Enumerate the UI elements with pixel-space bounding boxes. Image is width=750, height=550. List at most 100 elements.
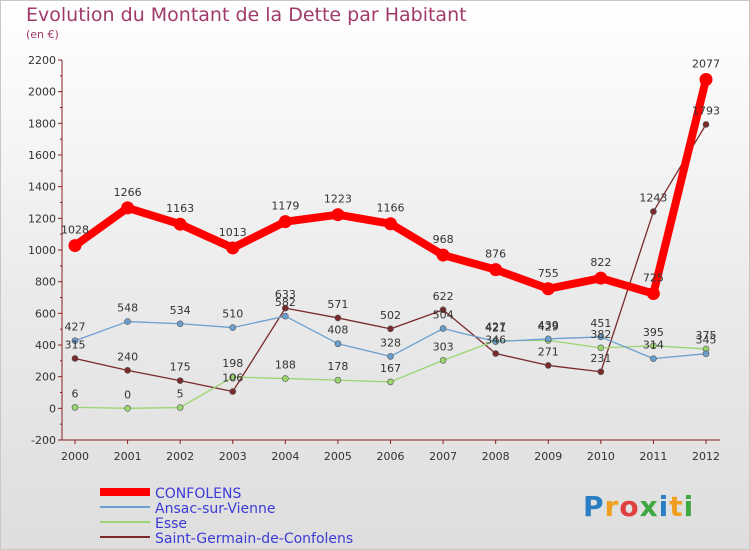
data-label: 314	[643, 339, 664, 352]
y-tick-label: 1800	[28, 117, 56, 130]
data-point	[544, 362, 552, 369]
data-label: 504	[433, 309, 454, 322]
data-point	[278, 215, 292, 229]
data-point	[176, 320, 184, 328]
data-point	[489, 263, 503, 277]
data-point	[71, 337, 79, 345]
logo-letter: t	[669, 490, 684, 523]
data-point	[702, 121, 710, 128]
data-point	[226, 241, 240, 255]
data-point	[229, 324, 237, 331]
data-point	[594, 271, 608, 285]
data-label: 106	[222, 372, 243, 385]
logo-letter: r	[604, 490, 620, 523]
data-point	[71, 355, 79, 362]
data-point	[646, 287, 660, 301]
x-tick-label: 2010	[587, 450, 615, 463]
data-label: 2077	[692, 57, 720, 70]
data-point	[71, 404, 79, 411]
data-label: 315	[65, 338, 86, 351]
data-label: 633	[275, 288, 296, 301]
data-point	[544, 335, 552, 343]
logo-letter: i	[683, 490, 695, 523]
data-label: 271	[538, 345, 559, 358]
data-label: 421	[485, 322, 506, 335]
y-tick-label: 400	[35, 339, 56, 352]
data-point	[492, 338, 499, 345]
data-point	[387, 325, 394, 333]
logo-letter: o	[619, 490, 640, 523]
data-label: 175	[170, 361, 191, 374]
data-point	[229, 388, 237, 395]
data-label: 1166	[377, 202, 405, 215]
x-tick-label: 2008	[482, 450, 510, 463]
data-label: 451	[590, 317, 611, 330]
data-point	[387, 378, 394, 386]
data-label: 167	[380, 362, 401, 375]
data-point	[124, 318, 131, 325]
data-point	[597, 344, 605, 352]
data-label: 548	[117, 302, 138, 315]
x-tick-label: 2011	[639, 450, 667, 463]
data-label: 429	[538, 320, 559, 333]
data-label: 502	[380, 309, 401, 322]
data-label: 240	[117, 350, 138, 363]
data-point	[436, 248, 450, 262]
legend-label: CONFOLENS	[155, 486, 241, 502]
data-point	[384, 217, 397, 231]
data-point	[331, 208, 345, 222]
data-point	[387, 353, 394, 360]
data-label: 188	[275, 359, 296, 372]
data-point	[173, 217, 187, 231]
series-line-saint-germain-de-confolens	[74, 124, 707, 393]
data-label: 5	[177, 388, 184, 401]
legend-label: Saint-Germain-de-Confolens	[155, 531, 353, 547]
data-point	[176, 377, 184, 384]
data-label: 395	[643, 326, 664, 339]
x-tick-label: 2012	[692, 450, 720, 463]
logo-letter: i	[658, 490, 670, 523]
legend-label: Ansac-sur-Vienne	[155, 501, 275, 517]
data-label: 755	[538, 267, 559, 280]
legend-label: Esse	[155, 516, 187, 532]
data-label: 582	[275, 296, 296, 309]
data-label: 178	[327, 360, 348, 373]
data-label: 968	[433, 233, 454, 246]
data-label: 198	[222, 357, 243, 370]
data-point	[541, 282, 555, 296]
data-point	[124, 367, 131, 374]
y-tick-label: 2000	[28, 86, 56, 99]
y-tick-label: 600	[35, 307, 56, 320]
data-label: 439	[538, 319, 559, 332]
data-point	[282, 304, 289, 312]
data-point	[597, 368, 605, 376]
data-label: 822	[590, 256, 611, 269]
data-label: 571	[327, 298, 348, 311]
data-point	[229, 373, 237, 381]
data-point	[650, 208, 657, 215]
data-point	[334, 340, 342, 348]
y-tick-label: -200	[31, 434, 56, 447]
data-label: 303	[433, 340, 454, 353]
y-tick-label: 200	[35, 371, 56, 384]
chart-title: Evolution du Montant de la Dette par Hab…	[26, 4, 467, 26]
data-label: 1013	[219, 226, 247, 239]
data-label: 876	[485, 248, 506, 261]
data-point	[439, 306, 447, 314]
x-tick-label: 2009	[534, 450, 562, 463]
data-point	[650, 342, 657, 350]
y-tick-label: 800	[35, 276, 56, 289]
series-line-confolens	[72, 78, 710, 298]
data-label: 1243	[639, 192, 667, 205]
data-label: 346	[485, 334, 506, 347]
data-point	[439, 357, 447, 364]
y-tick-label: 1200	[28, 212, 56, 225]
data-point	[650, 355, 657, 362]
data-label: 382	[590, 328, 611, 341]
x-tick-label: 2002	[166, 450, 194, 463]
data-label: 375	[696, 329, 717, 342]
y-tick-label: 1400	[28, 181, 56, 194]
y-tick-label: 0	[49, 402, 56, 415]
data-label: 6	[72, 387, 79, 400]
data-label: 345	[696, 334, 717, 347]
